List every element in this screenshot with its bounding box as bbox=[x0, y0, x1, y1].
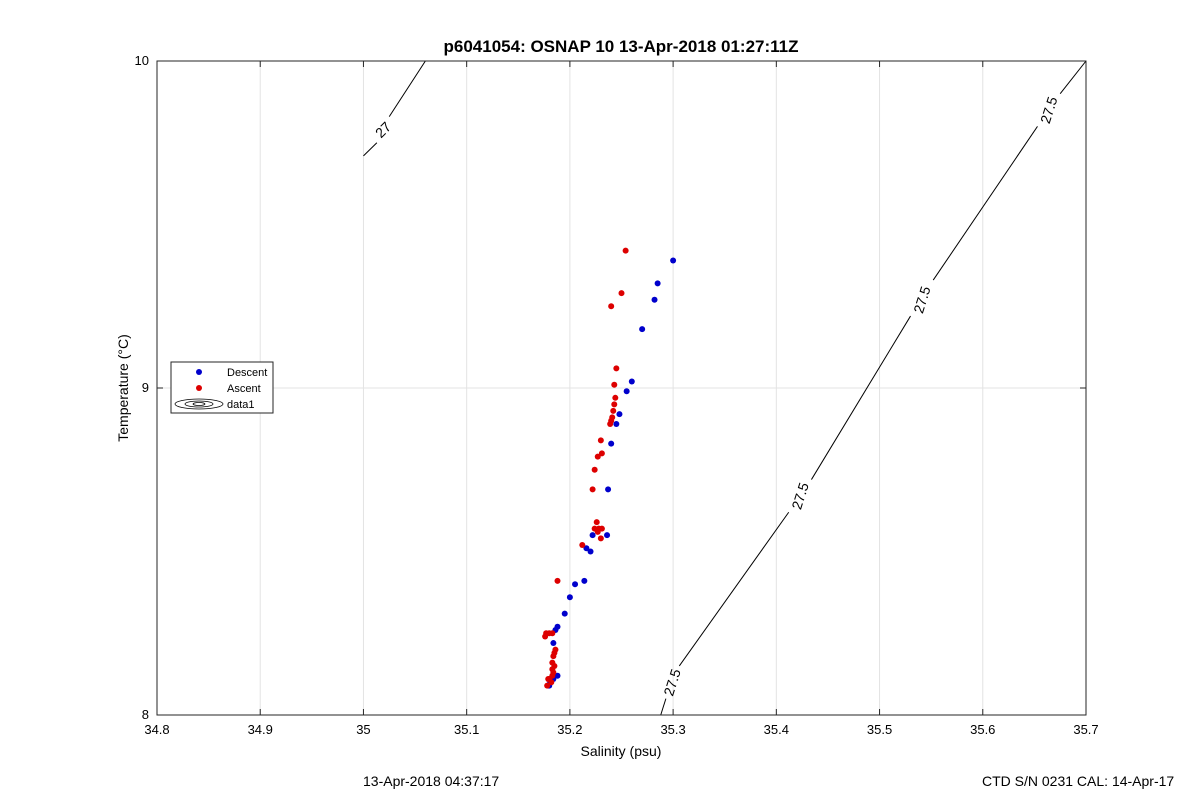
data-points bbox=[542, 247, 677, 689]
x-tick-label-1: 34.9 bbox=[248, 722, 273, 737]
descent-point-16 bbox=[566, 594, 573, 601]
contour-label-1-1: 27.5 bbox=[788, 480, 812, 511]
ascent-point-23 bbox=[554, 577, 561, 584]
descent-point-8 bbox=[608, 440, 615, 447]
footer-ctd-info: CTD S/N 0231 CAL: 14-Apr-17 bbox=[982, 773, 1175, 789]
descent-point-9 bbox=[605, 486, 612, 493]
y-tick-label-2: 10 bbox=[135, 53, 149, 68]
ascent-point-21 bbox=[591, 525, 598, 532]
ascent-point-6 bbox=[611, 401, 618, 408]
descent-point-21 bbox=[554, 672, 561, 679]
legend-label-data1: data1 bbox=[227, 399, 255, 411]
legend-box bbox=[170, 361, 274, 414]
chart-title: p6041054: OSNAP 10 13-Apr-2018 01:27:11Z bbox=[444, 37, 799, 56]
descent-point-10 bbox=[604, 532, 611, 539]
x-tick-label-6: 35.4 bbox=[764, 722, 789, 737]
y-axis-ticks: 8 9 10 bbox=[135, 53, 1086, 722]
contour-label-1-0: 27.5 bbox=[660, 667, 684, 698]
ascent-point-19 bbox=[597, 535, 604, 542]
contour-1-segment-1 bbox=[678, 511, 790, 667]
contour-label-1-2: 27.5 bbox=[910, 284, 934, 315]
x-tick-label-4: 35.2 bbox=[557, 722, 582, 737]
ascent-point-4 bbox=[611, 381, 618, 388]
ascent-point-16 bbox=[593, 519, 600, 526]
ascent-point-34 bbox=[542, 633, 549, 640]
ascent-point-3 bbox=[613, 365, 620, 372]
descent-point-4 bbox=[628, 378, 635, 385]
ascent-point-13 bbox=[594, 453, 601, 460]
legend[interactable]: Descent Ascent data1 bbox=[170, 361, 274, 414]
legend-marker-ascent bbox=[196, 385, 202, 391]
descent-point-5 bbox=[623, 388, 630, 395]
x-axis-label: Salinity (psu) bbox=[581, 743, 662, 759]
x-axis-ticks: 34.8 34.9 35 35.1 35.2 35.3 35.4 35.5 35.6 35.7 bbox=[144, 61, 1099, 737]
descent-point-13 bbox=[583, 545, 590, 552]
ascent-point-15 bbox=[589, 486, 596, 493]
x-tick-label-9: 35.7 bbox=[1073, 722, 1098, 737]
ascent-point-2 bbox=[608, 303, 615, 310]
descent-point-12 bbox=[587, 548, 594, 555]
contour-0-segment-0 bbox=[363, 142, 378, 157]
ascent-point-7 bbox=[610, 407, 617, 414]
contour-1-segment-4 bbox=[1059, 60, 1087, 95]
descent-point-3 bbox=[639, 326, 646, 333]
descent-point-17 bbox=[561, 610, 568, 617]
ascent-point-18 bbox=[598, 525, 605, 532]
descent-point-20 bbox=[550, 640, 557, 647]
ascent-point-12 bbox=[598, 450, 605, 457]
legend-label-ascent: Ascent bbox=[227, 383, 261, 395]
legend-marker-descent bbox=[196, 369, 202, 375]
ascent-point-5 bbox=[612, 394, 619, 401]
y-tick-label-0: 8 bbox=[142, 707, 149, 722]
x-tick-label-8: 35.6 bbox=[970, 722, 995, 737]
descent-point-7 bbox=[613, 420, 620, 427]
x-tick-label-3: 35.1 bbox=[454, 722, 479, 737]
ascent-point-11 bbox=[597, 437, 604, 444]
descent-point-1 bbox=[654, 280, 661, 287]
legend-label-descent: Descent bbox=[227, 367, 267, 379]
contour-label-1-3: 27.5 bbox=[1037, 94, 1061, 125]
y-axis-label: Temperature (°C) bbox=[115, 334, 131, 442]
descent-point-14 bbox=[581, 577, 588, 584]
ascent-point-14 bbox=[591, 466, 598, 473]
descent-point-0 bbox=[670, 257, 677, 264]
descent-point-6 bbox=[616, 411, 623, 418]
contour-1-segment-0 bbox=[660, 698, 667, 716]
x-tick-label-7: 35.5 bbox=[867, 722, 892, 737]
contour-1-segment-3 bbox=[932, 126, 1038, 281]
ascent-point-38 bbox=[544, 682, 551, 689]
contour-1-segment-2 bbox=[811, 315, 911, 480]
footer-timestamp: 13-Apr-2018 04:37:17 bbox=[363, 773, 500, 789]
y-tick-label-1: 9 bbox=[142, 380, 149, 395]
x-tick-label-0: 34.8 bbox=[144, 722, 169, 737]
x-tick-label-2: 35 bbox=[356, 722, 370, 737]
descent-point-2 bbox=[651, 296, 658, 303]
ascent-point-0 bbox=[622, 247, 629, 254]
descent-point-15 bbox=[572, 581, 579, 588]
ascent-point-10 bbox=[607, 420, 614, 427]
descent-point-11 bbox=[589, 532, 596, 539]
contour-0-segment-1 bbox=[388, 60, 426, 117]
ascent-point-22 bbox=[579, 541, 586, 548]
ascent-point-26 bbox=[550, 653, 557, 660]
ascent-point-1 bbox=[618, 290, 625, 297]
legend-marker-data1 bbox=[174, 398, 224, 410]
ascent-point-39 bbox=[545, 676, 552, 683]
x-tick-label-5: 35.3 bbox=[660, 722, 685, 737]
